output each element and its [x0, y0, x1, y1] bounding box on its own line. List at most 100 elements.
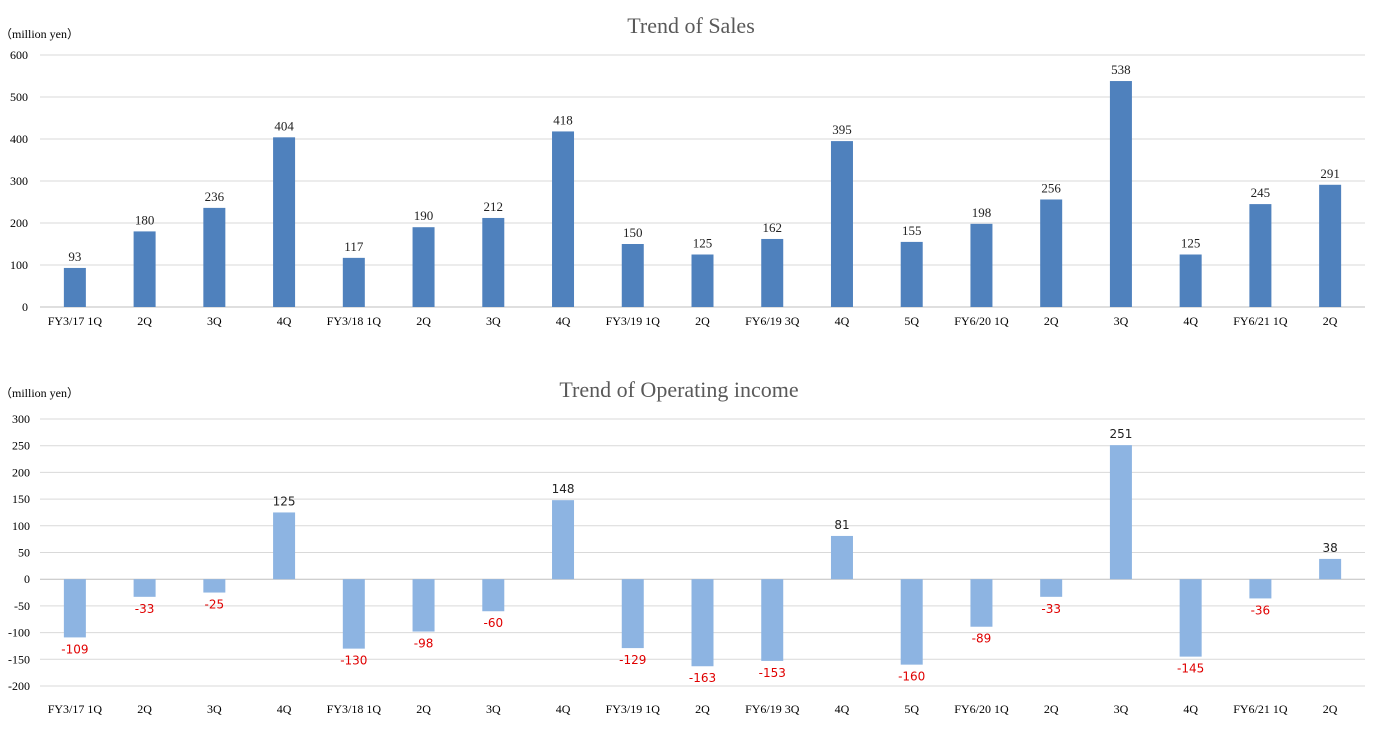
income-category-label: FY6/20 1Q: [954, 702, 1009, 716]
sales-gridlines: [40, 54, 1365, 308]
sales-data-label: 236: [205, 189, 225, 204]
income-category-label: FY3/19 1Q: [606, 702, 661, 716]
income-category-label: 5Q: [904, 702, 919, 716]
sales-bar: [900, 241, 923, 307]
income-bar: [1249, 579, 1272, 599]
y-tick-label: -50: [14, 599, 30, 613]
sales-bar: [1249, 204, 1272, 307]
sales-bar: [761, 238, 784, 307]
income-data-label: -153: [759, 666, 786, 680]
sales-category-label: FY6/20 1Q: [954, 314, 1009, 328]
sales-data-label: 256: [1041, 180, 1061, 195]
sales-bar: [691, 254, 714, 307]
income-x-axis: FY3/17 1Q 2Q 3Q 4Q FY3/18 1Q 2Q 3Q 4Q FY3/19 1Q 2…: [48, 702, 1338, 716]
income-data-label: -98: [414, 637, 434, 651]
income-data-label: -89: [972, 632, 992, 646]
income-category-label: FY6/19 3Q: [745, 702, 800, 716]
sales-category-label: 2Q: [1323, 314, 1338, 328]
sales-data-label: 245: [1251, 185, 1271, 200]
income-data-label: 125: [273, 494, 296, 508]
sales-data-label: 212: [484, 199, 504, 214]
income-bar: [1109, 445, 1132, 580]
income-bar: [203, 579, 226, 593]
sales-bar: [482, 217, 505, 307]
y-tick-label: 600: [10, 48, 28, 62]
income-data-labels: -109 -33 -25 125 -130 -98 -60 148 -129 -163 -153 81…: [61, 427, 1338, 685]
y-tick-label: 200: [10, 216, 28, 230]
income-data-label: 38: [1322, 541, 1337, 555]
y-tick-label: -200: [8, 679, 30, 693]
sales-category-label: FY3/17 1Q: [48, 314, 103, 328]
y-tick-label: 50: [18, 546, 30, 560]
sales-data-label: 150: [623, 225, 643, 240]
sales-data-label: 404: [274, 118, 294, 133]
sales-y-axis: 0 100 200 300 400 500 600: [10, 48, 28, 314]
income-bar: [691, 579, 714, 667]
sales-bar: [1040, 199, 1063, 307]
income-y-axis: 300 250 200 150 100 50 0 -50 -100 -150 -200: [8, 412, 30, 693]
sales-category-label: 4Q: [1183, 314, 1198, 328]
income-bar: [63, 579, 86, 638]
y-tick-label: 400: [10, 132, 28, 146]
income-category-label: 3Q: [207, 702, 222, 716]
income-bar: [412, 579, 435, 632]
sales-x-axis: FY3/17 1Q 2Q 3Q 4Q FY3/18 1Q 2Q 3Q 4Q FY3/19 1Q 2…: [48, 314, 1338, 328]
sales-data-label: 117: [344, 239, 364, 254]
income-data-label: -163: [689, 671, 716, 685]
income-category-label: 4Q: [556, 702, 571, 716]
sales-data-label: 418: [553, 112, 573, 127]
income-data-label: -145: [1177, 662, 1204, 676]
sales-category-label: 2Q: [137, 314, 152, 328]
income-data-label: -109: [61, 642, 88, 656]
sales-category-label: 4Q: [556, 314, 571, 328]
y-tick-label: 100: [10, 258, 28, 272]
sales-data-labels: 93 180 236 404 117 190 212 418 150 125 162 395 155 19…: [68, 62, 1340, 264]
income-category-label: 2Q: [1323, 702, 1338, 716]
income-chart-title: Trend of Operating income: [559, 377, 798, 402]
sales-data-label: 198: [972, 205, 992, 220]
income-data-label: -36: [1251, 603, 1271, 617]
sales-category-label: 3Q: [207, 314, 222, 328]
sales-category-label: 5Q: [904, 314, 919, 328]
income-bar: [1319, 558, 1342, 580]
y-tick-label: 500: [10, 90, 28, 104]
sales-category-label: 4Q: [835, 314, 850, 328]
income-bar: [621, 579, 644, 649]
sales-bar: [970, 223, 993, 307]
y-tick-label: -150: [8, 652, 30, 666]
income-data-label: 148: [552, 482, 575, 496]
income-chart: Trend of Operating income （million yen） …: [0, 377, 1365, 716]
income-bar: [552, 500, 575, 580]
y-tick-label: 100: [12, 519, 30, 533]
income-bar: [133, 579, 156, 597]
sales-category-label: FY3/19 1Q: [606, 314, 661, 328]
income-data-label: 251: [1109, 427, 1132, 441]
income-bar: [482, 579, 505, 612]
income-data-label: 81: [834, 518, 849, 532]
sales-category-label: FY3/18 1Q: [327, 314, 382, 328]
income-data-label: -33: [135, 602, 155, 616]
income-bar: [1040, 579, 1063, 597]
y-tick-label: 300: [12, 412, 30, 426]
income-data-label: -130: [340, 654, 367, 668]
sales-bar: [203, 207, 226, 307]
sales-data-label: 190: [414, 208, 434, 223]
sales-bar: [273, 137, 296, 307]
income-category-label: 2Q: [416, 702, 431, 716]
sales-chart-title: Trend of Sales: [627, 13, 755, 38]
income-data-label: -33: [1041, 602, 1061, 616]
income-bar: [830, 535, 853, 580]
sales-bars: [63, 81, 1342, 307]
sales-category-label: 3Q: [1114, 314, 1129, 328]
sales-data-label: 180: [135, 212, 155, 227]
income-bar: [761, 579, 784, 661]
income-unit-label: （million yen）: [0, 386, 79, 400]
sales-data-label: 93: [68, 249, 81, 264]
y-tick-label: 200: [12, 465, 30, 479]
sales-bar: [133, 231, 156, 307]
sales-category-label: 2Q: [416, 314, 431, 328]
y-tick-label: 0: [24, 572, 30, 586]
income-bar: [342, 579, 365, 649]
income-category-label: 4Q: [1183, 702, 1198, 716]
